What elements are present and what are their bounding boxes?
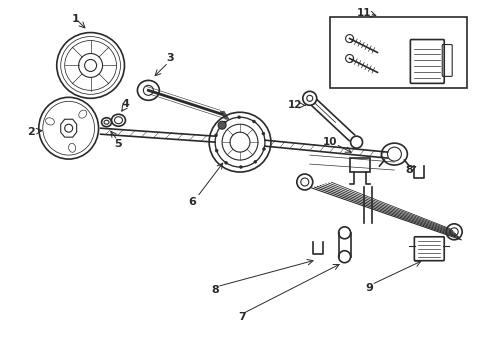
Text: 6: 6 xyxy=(188,197,196,207)
Text: 12: 12 xyxy=(288,100,302,110)
Text: 7: 7 xyxy=(238,312,246,323)
Circle shape xyxy=(218,121,226,129)
Circle shape xyxy=(252,120,255,123)
Text: 1: 1 xyxy=(72,14,79,24)
Bar xyxy=(330,17,467,88)
Text: 10: 10 xyxy=(322,137,337,147)
Text: 2: 2 xyxy=(27,127,35,137)
Text: 11: 11 xyxy=(357,8,372,18)
Circle shape xyxy=(224,161,227,164)
Text: 5: 5 xyxy=(115,139,122,149)
Circle shape xyxy=(262,132,265,135)
Circle shape xyxy=(223,121,226,124)
Circle shape xyxy=(254,160,257,163)
Text: 8: 8 xyxy=(211,284,219,294)
Circle shape xyxy=(215,134,218,137)
Circle shape xyxy=(263,148,266,150)
Circle shape xyxy=(240,166,243,168)
Circle shape xyxy=(215,149,218,152)
Text: 3: 3 xyxy=(167,54,174,63)
Text: 8: 8 xyxy=(406,165,413,175)
Text: 4: 4 xyxy=(122,99,129,109)
Text: 9: 9 xyxy=(366,283,373,293)
Circle shape xyxy=(238,116,241,119)
